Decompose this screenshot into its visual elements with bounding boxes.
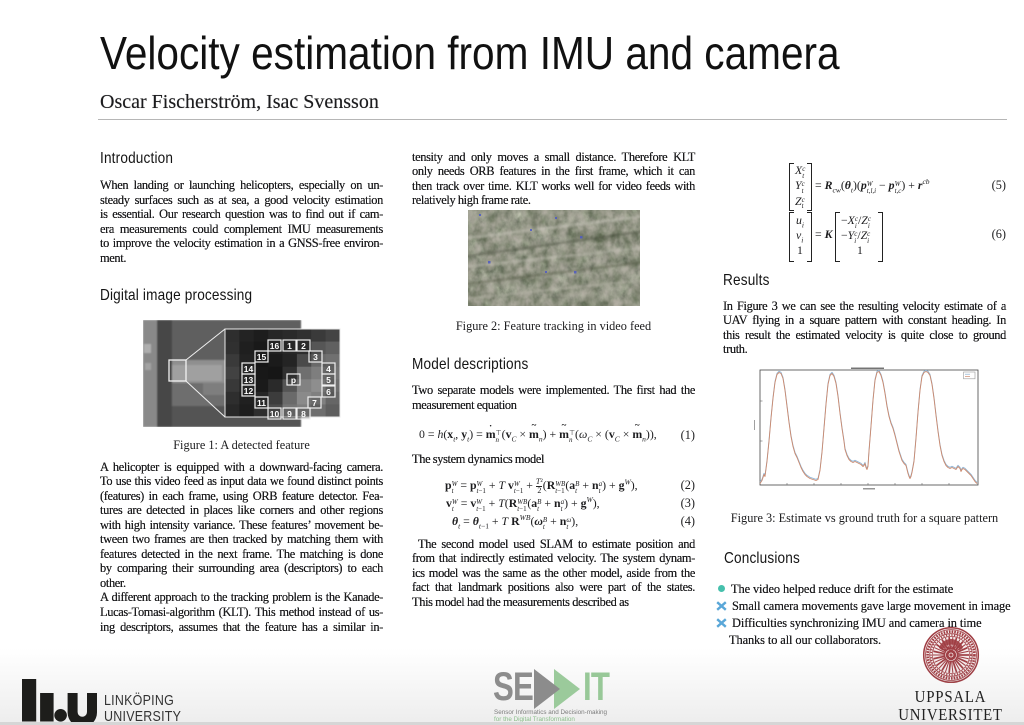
svg-text:3: 3 (313, 352, 318, 362)
svg-text:1: 1 (287, 341, 292, 351)
svg-text:13: 13 (244, 375, 254, 385)
svg-text:14: 14 (244, 364, 254, 374)
svg-text:4: 4 (326, 364, 331, 374)
svg-text:11: 11 (257, 398, 266, 408)
svg-text:8: 8 (301, 409, 306, 419)
svg-text:7: 7 (312, 398, 317, 408)
svg-text:p: p (291, 375, 296, 385)
svg-text:2: 2 (301, 341, 306, 351)
svg-text:5: 5 (326, 375, 331, 385)
svg-text:15: 15 (257, 352, 267, 362)
svg-text:12: 12 (244, 386, 254, 396)
svg-text:9: 9 (287, 409, 292, 419)
svg-text:6: 6 (326, 387, 331, 397)
svg-text:16: 16 (270, 341, 280, 351)
svg-text:10: 10 (270, 409, 280, 419)
